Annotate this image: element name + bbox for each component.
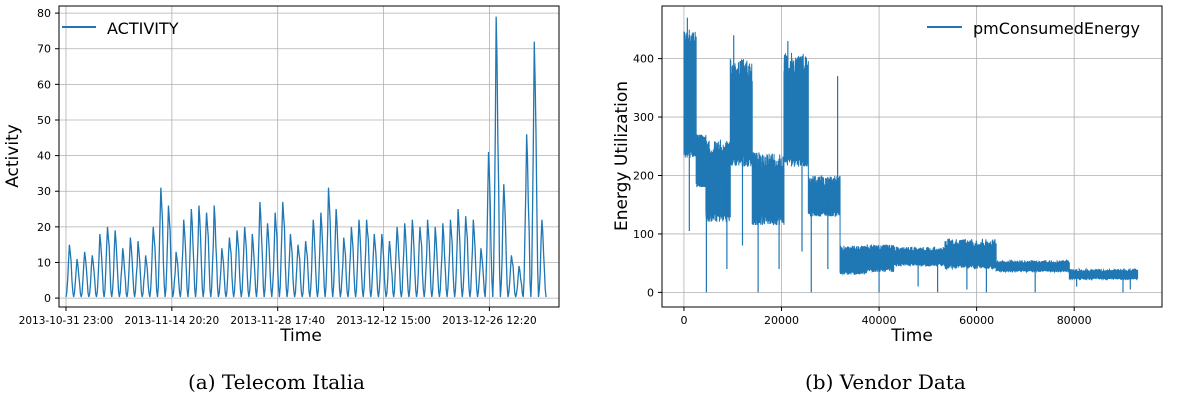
chart-activity: 0 10 20 30 40 50 60 70 80 2013-10-31 23:00 2013-11…: [3, 5, 560, 346]
y-tick-label: 400: [633, 53, 654, 66]
caption-a: (a) Telecom Italia: [188, 370, 365, 394]
y-tick-label: 0: [647, 286, 654, 299]
axis-ticks: 0 100 200 300 400 0 20000 40000 60000 80000: [633, 53, 1092, 327]
caption-b: (b) Vendor Data: [805, 370, 966, 394]
x-tick-label: 2013-11-14 20:20: [125, 315, 220, 327]
y-tick-label: 200: [633, 169, 654, 182]
x-tick-label: 2013-12-12 15:00: [336, 315, 431, 327]
y-tick-label: 60: [37, 78, 51, 91]
x-tick-label: 2013-10-31 23:00: [19, 315, 114, 327]
energy-line: [683, 29, 1139, 282]
plot-frame: [661, 5, 1163, 308]
y-tick-label: 80: [37, 7, 51, 20]
x-tick-label: 0: [680, 314, 687, 327]
x-tick-label: 20000: [764, 314, 799, 327]
y-tick-label: 50: [37, 114, 51, 127]
y-axis-title: Energy Utilization: [612, 81, 632, 231]
x-tick-label: 60000: [959, 314, 994, 327]
legend: ACTIVITY: [62, 19, 179, 38]
y-tick-label: 10: [37, 256, 51, 269]
y-axis-title: Activity: [3, 124, 23, 188]
x-tick-label: 2013-11-28 17:40: [230, 315, 325, 327]
x-tick-label: 40000: [862, 314, 897, 327]
y-tick-label: 300: [633, 111, 654, 124]
y-tick-label: 20: [37, 221, 51, 234]
plot-frame: [58, 5, 560, 308]
legend-label: pmConsumedEnergy: [973, 19, 1140, 38]
energy-series: [683, 17, 1139, 293]
activity-series: [65, 16, 547, 298]
y-tick-label: 0: [44, 292, 51, 305]
axis-ticks: 0 10 20 30 40 50 60 70 80 2013-10-31 23:00 2013-11…: [19, 7, 537, 327]
x-tick-label: 2013-12-26 12:20: [442, 315, 537, 327]
y-tick-label: 70: [37, 43, 51, 56]
legend-label: ACTIVITY: [107, 19, 179, 38]
y-tick-label: 100: [633, 228, 654, 241]
x-axis-title: Time: [279, 326, 322, 346]
activity-line: [65, 16, 547, 298]
x-axis-title: Time: [890, 326, 933, 346]
grid: [59, 6, 559, 307]
chart-energy: 0 100 200 300 400 0 20000 40000 60000 80000 pmCon…: [612, 5, 1163, 346]
y-tick-label: 40: [37, 150, 51, 163]
legend: pmConsumedEnergy: [927, 19, 1140, 38]
x-tick-label: 80000: [1057, 314, 1092, 327]
y-tick-label: 30: [37, 185, 51, 198]
